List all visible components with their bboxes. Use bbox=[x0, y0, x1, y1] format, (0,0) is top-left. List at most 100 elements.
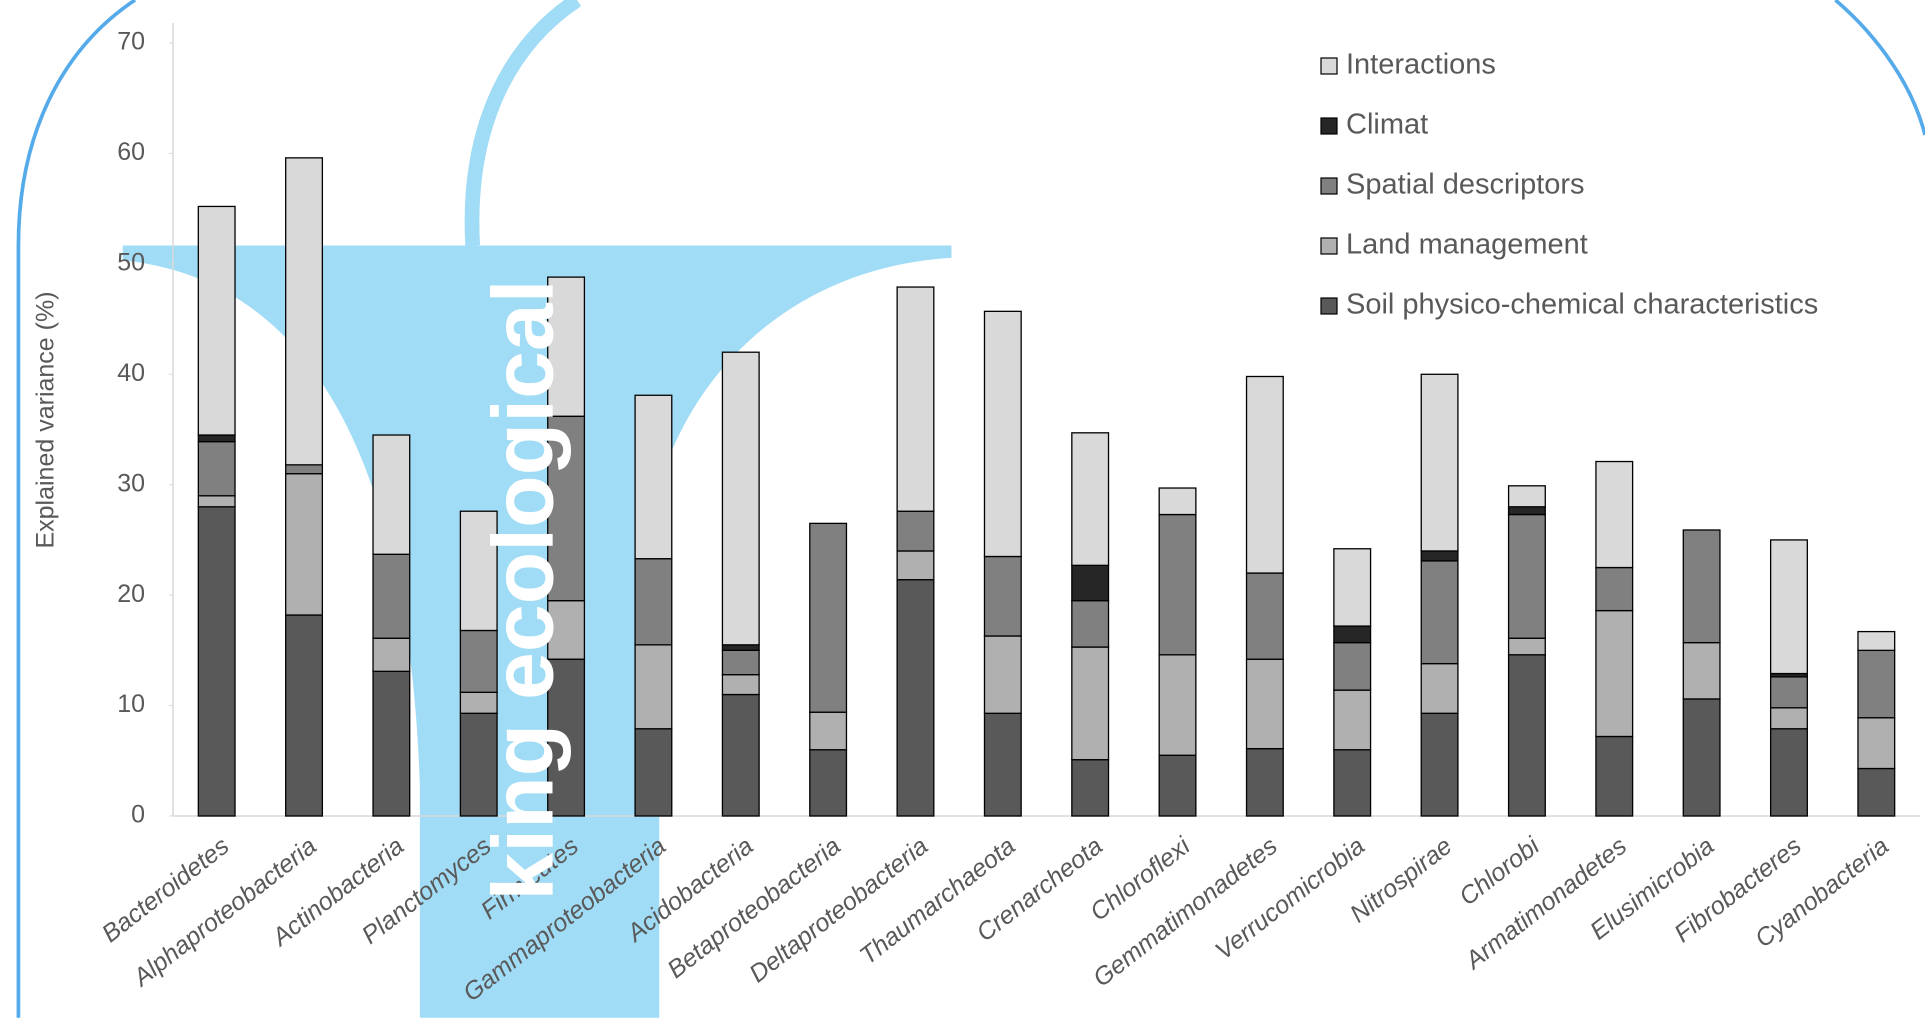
bar-segment bbox=[1245, 375, 1284, 574]
bar-segment bbox=[372, 670, 411, 817]
bar-segment bbox=[1507, 506, 1546, 516]
funnel-shape bbox=[122, 245, 952, 1018]
bar-segment bbox=[1682, 698, 1721, 817]
bar-segment bbox=[809, 711, 848, 751]
y-tick-label: 70 bbox=[117, 28, 145, 56]
bar-segment bbox=[197, 506, 236, 817]
bar-segment bbox=[809, 522, 848, 713]
bar-segment bbox=[1071, 600, 1110, 648]
bar-segment bbox=[1595, 609, 1634, 738]
bar-segment bbox=[1769, 707, 1808, 730]
bar-segment bbox=[1333, 689, 1372, 751]
bar-segment bbox=[1420, 712, 1459, 817]
y-tick-label: 30 bbox=[117, 469, 145, 497]
bar-segment bbox=[1507, 513, 1546, 639]
bar-segment bbox=[1769, 539, 1808, 675]
bar-segment bbox=[634, 558, 673, 646]
bar-segment bbox=[1420, 373, 1459, 552]
bar-segment bbox=[1245, 658, 1284, 750]
bar-segment bbox=[896, 510, 935, 552]
bar-segment bbox=[1857, 767, 1896, 817]
bar-segment bbox=[1071, 432, 1110, 566]
x-tick-label: Armatimonadetes bbox=[1459, 832, 1632, 976]
bar-segment bbox=[285, 473, 324, 616]
bar-segment bbox=[197, 434, 236, 443]
bar-segment bbox=[983, 555, 1022, 637]
bar-segment bbox=[983, 310, 1022, 558]
bar-segment bbox=[372, 553, 411, 639]
y-axis-label: Explained variance (%) bbox=[32, 291, 60, 548]
bar-segment bbox=[197, 205, 236, 436]
bar-segment bbox=[1071, 646, 1110, 761]
y-tick-label: 40 bbox=[117, 359, 145, 387]
legend-label: Spatial descriptors bbox=[1346, 169, 1585, 201]
y-tick-label: 0 bbox=[131, 801, 145, 829]
bar-segment bbox=[1333, 548, 1372, 627]
legend-swatch bbox=[1320, 237, 1338, 255]
bar-segment bbox=[983, 635, 1022, 714]
bar-segment bbox=[1682, 641, 1721, 700]
bar-segment bbox=[1769, 728, 1808, 817]
legend-label: Soil physico-chemical characteristics bbox=[1346, 289, 1818, 321]
x-tick-label: Thaumarchaeota bbox=[854, 832, 1020, 970]
bar-segment bbox=[372, 434, 411, 555]
bar-segment bbox=[721, 644, 760, 652]
bar-segment bbox=[809, 749, 848, 817]
bar-segment bbox=[1158, 754, 1197, 817]
bar-segment bbox=[1857, 630, 1896, 652]
bar-segment bbox=[634, 728, 673, 817]
legend-swatch bbox=[1320, 117, 1338, 135]
decoration bbox=[16, 0, 1925, 1018]
bar-segment bbox=[1595, 460, 1634, 569]
arc bbox=[464, 0, 582, 246]
bar-segment bbox=[197, 495, 236, 508]
bar-segment bbox=[1507, 637, 1546, 656]
bar-segment bbox=[1857, 649, 1896, 719]
bar-segment bbox=[1507, 654, 1546, 817]
bar-segment bbox=[1158, 487, 1197, 516]
bar-segment bbox=[1245, 747, 1284, 817]
bar-segment bbox=[1420, 550, 1459, 562]
y-tick-label: 10 bbox=[117, 690, 145, 718]
bar-segment bbox=[1158, 513, 1197, 656]
y-tick-label: 20 bbox=[117, 580, 145, 608]
bar-segment bbox=[547, 415, 586, 602]
frame-arc bbox=[1834, 0, 1925, 136]
bar-segment bbox=[1333, 749, 1372, 817]
bar-segment bbox=[285, 614, 324, 817]
y-tick-label: 50 bbox=[117, 248, 145, 276]
bar-segment bbox=[285, 464, 324, 475]
bar-segment bbox=[983, 712, 1022, 817]
bar-segment bbox=[1245, 572, 1284, 660]
bar-segment bbox=[896, 579, 935, 817]
y-tick-label: 60 bbox=[117, 138, 145, 166]
bar-segment bbox=[634, 644, 673, 730]
x-tick-label: Verrucomicrobia bbox=[1210, 832, 1370, 966]
bar-segment bbox=[896, 550, 935, 581]
bar-segment bbox=[1071, 564, 1110, 602]
bar-segment bbox=[1595, 566, 1634, 612]
bar-segment bbox=[1420, 560, 1459, 665]
legend-label: Climat bbox=[1346, 109, 1428, 141]
bar-segment bbox=[1158, 654, 1197, 756]
bar-segment bbox=[547, 276, 586, 417]
bar-segment bbox=[285, 157, 324, 466]
bar-segment bbox=[1682, 529, 1721, 644]
annotation: king ecological bbox=[476, 279, 572, 900]
plot: 010203040506070BacteroidetesAlphaproteob… bbox=[97, 23, 1920, 1007]
bar-segment bbox=[721, 693, 760, 817]
bar-segment bbox=[372, 637, 411, 672]
bar-segment bbox=[1857, 717, 1896, 770]
legend-label: Land management bbox=[1346, 229, 1588, 261]
legend-swatch bbox=[1320, 297, 1338, 315]
legend-swatch bbox=[1320, 177, 1338, 195]
bar-segment bbox=[1769, 676, 1808, 709]
bar-segment bbox=[1420, 662, 1459, 714]
frame-arc bbox=[16, 0, 137, 1018]
bar-segment bbox=[896, 286, 935, 512]
bar-segment bbox=[721, 649, 760, 676]
bar-segment bbox=[1333, 625, 1372, 644]
legend-swatch bbox=[1320, 57, 1338, 75]
